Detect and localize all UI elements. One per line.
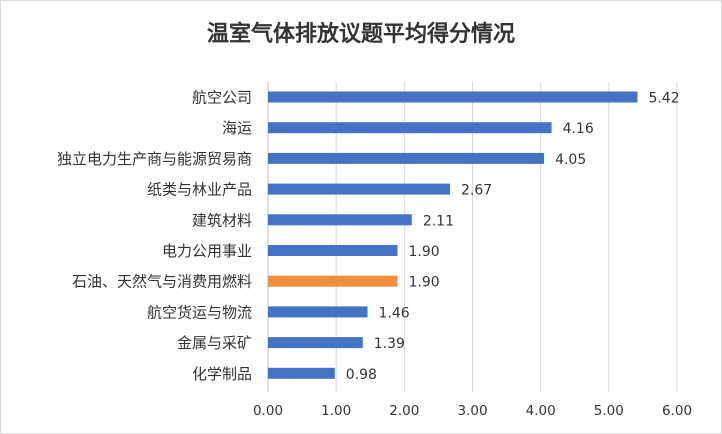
value-label: 1.39 — [374, 336, 405, 352]
x-tick-label: 3.00 — [457, 403, 487, 419]
value-label: 4.05 — [555, 152, 586, 168]
bars — [268, 91, 638, 379]
category-label: 独立电力生产商与能源贸易商 — [57, 150, 252, 168]
bar — [268, 122, 552, 134]
category-label: 航空公司 — [192, 89, 252, 107]
value-label: 2.11 — [423, 213, 454, 229]
value-label: 5.42 — [648, 91, 679, 107]
labels: 0.00 1.00 2.00 3.00 4.00 5.00 6.00 航空公司 5.42 海运 4.… — [57, 89, 692, 420]
category-label: 海运 — [222, 119, 252, 137]
category-label: 金属与采矿 — [177, 334, 252, 352]
value-label: 1.46 — [379, 305, 410, 321]
x-tick-label: 4.00 — [526, 403, 556, 419]
category-label: 建筑材料 — [192, 211, 252, 229]
value-label: 1.90 — [409, 244, 440, 260]
gridlines — [267, 82, 678, 392]
chart-title: 温室气体排放议题平均得分情况 — [206, 22, 515, 47]
bar — [268, 367, 335, 379]
bar — [268, 91, 638, 103]
bar — [268, 245, 398, 256]
category-label: 石油、天然气与消费用燃料 — [72, 273, 252, 291]
value-label: 1.90 — [409, 275, 440, 291]
x-tick-label: 5.00 — [594, 403, 624, 419]
x-tick-label: 1.00 — [321, 403, 351, 419]
bar — [268, 183, 451, 195]
value-label: 4.16 — [563, 121, 594, 137]
category-label: 化学制品 — [192, 365, 252, 383]
bar — [268, 152, 545, 164]
bar — [268, 214, 412, 226]
value-label: 2.67 — [461, 183, 492, 199]
category-label: 电力公用事业 — [162, 242, 252, 260]
category-label: 航空货运与物流 — [147, 303, 252, 321]
bar — [268, 306, 368, 318]
x-tick-label: 2.00 — [389, 403, 419, 419]
category-label: 纸类与林业产品 — [147, 181, 252, 199]
x-tick-label: 6.00 — [662, 403, 692, 419]
bar — [268, 337, 363, 349]
x-tick-label: 0.00 — [253, 403, 283, 419]
bar — [268, 275, 398, 287]
value-label: 0.98 — [346, 367, 377, 383]
